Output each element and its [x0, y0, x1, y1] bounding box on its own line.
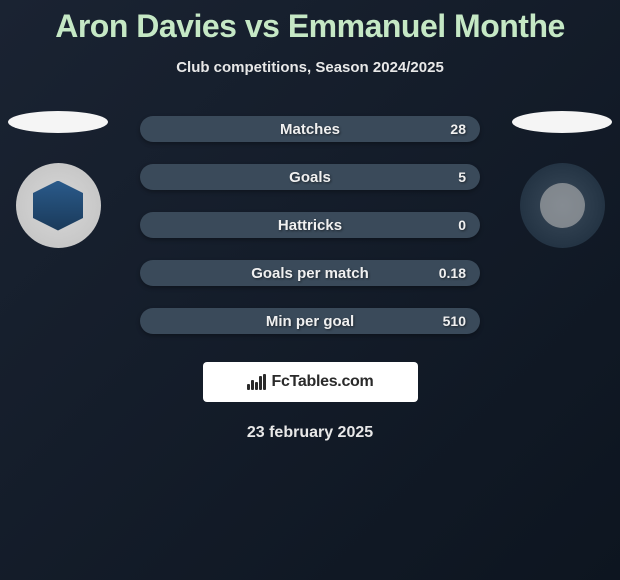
player-left-avatar — [8, 111, 108, 133]
player-right-avatar — [512, 111, 612, 133]
stat-row-goals: Goals 5 — [140, 164, 480, 190]
stat-value: 0.18 — [439, 265, 466, 281]
club-badge-left — [16, 163, 101, 248]
stat-value: 510 — [443, 313, 466, 329]
brand-attribution[interactable]: FcTables.com — [203, 362, 418, 402]
stat-value: 0 — [458, 217, 466, 233]
stat-row-min-per-goal: Min per goal 510 — [140, 308, 480, 334]
player-left-panel — [8, 111, 108, 248]
stat-row-hattricks: Hattricks 0 — [140, 212, 480, 238]
stat-label: Min per goal — [266, 313, 354, 330]
comparison-content: Matches 28 Goals 5 Hattricks 0 Goals per… — [0, 116, 620, 442]
club-badge-right — [520, 163, 605, 248]
player-right-panel — [512, 111, 612, 248]
stat-row-goals-per-match: Goals per match 0.18 — [140, 260, 480, 286]
stat-value: 28 — [450, 121, 466, 137]
bar-chart-icon — [247, 374, 266, 390]
stat-label: Goals per match — [251, 265, 369, 282]
page-title: Aron Davies vs Emmanuel Monthe — [0, 0, 620, 45]
stat-row-matches: Matches 28 — [140, 116, 480, 142]
stat-label: Goals — [289, 169, 331, 186]
stat-label: Matches — [280, 121, 340, 138]
brand-text: FcTables.com — [272, 373, 374, 391]
season-subtitle: Club competitions, Season 2024/2025 — [0, 59, 620, 76]
stat-label: Hattricks — [278, 217, 342, 234]
footer-date: 23 february 2025 — [10, 424, 610, 442]
stats-list: Matches 28 Goals 5 Hattricks 0 Goals per… — [140, 116, 480, 334]
stat-value: 5 — [458, 169, 466, 185]
